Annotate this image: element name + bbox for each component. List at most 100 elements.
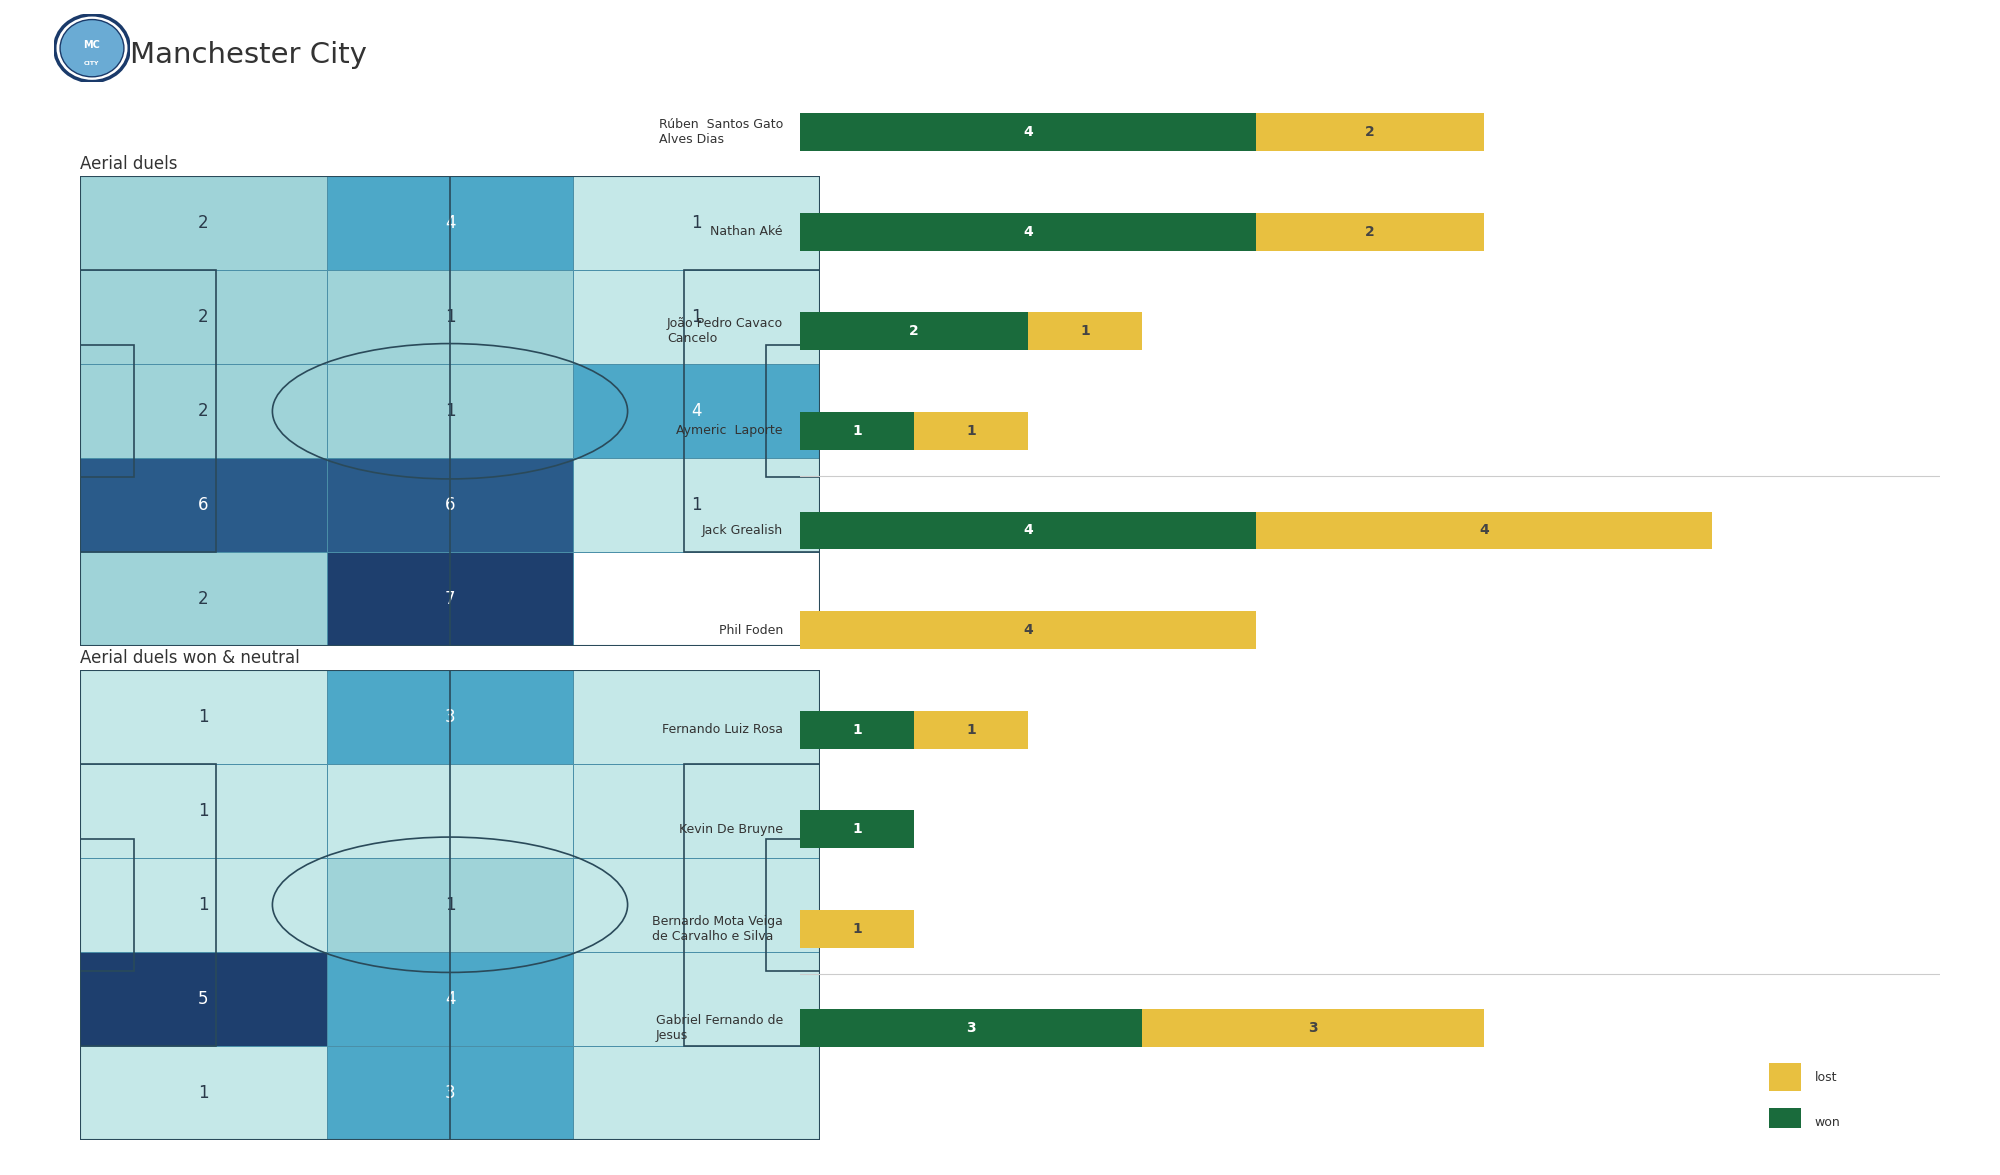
Bar — [800, 412, 914, 450]
Text: 3: 3 — [444, 1083, 456, 1102]
Text: Fernando Luiz Rosa: Fernando Luiz Rosa — [662, 723, 782, 736]
Text: 1: 1 — [692, 308, 702, 327]
Text: 4: 4 — [444, 214, 456, 233]
Text: 1: 1 — [966, 723, 976, 737]
Bar — [766, 839, 820, 971]
Bar — [1028, 313, 1142, 350]
Text: Manchester City: Manchester City — [130, 41, 368, 69]
Bar — [1770, 1108, 1800, 1136]
Bar — [80, 952, 326, 1046]
Text: won: won — [1814, 1115, 1840, 1128]
Text: 1: 1 — [852, 922, 862, 935]
Bar — [684, 764, 820, 1046]
Text: 2: 2 — [198, 590, 208, 609]
Text: 1: 1 — [852, 822, 862, 837]
Bar — [326, 364, 574, 458]
Bar — [326, 270, 574, 364]
Bar — [574, 364, 820, 458]
Text: 4: 4 — [1024, 224, 1032, 239]
Bar — [800, 511, 1256, 550]
Text: 2: 2 — [198, 402, 208, 421]
Bar — [574, 764, 820, 858]
Text: 2: 2 — [910, 324, 918, 338]
Bar — [1256, 113, 1484, 150]
Text: 3: 3 — [444, 707, 456, 726]
Text: Bernardo Mota Veiga
de Carvalho e Silva: Bernardo Mota Veiga de Carvalho e Silva — [652, 915, 782, 942]
Bar — [684, 270, 820, 552]
Text: 1: 1 — [692, 214, 702, 233]
Text: 2: 2 — [198, 308, 208, 327]
Text: 2: 2 — [1366, 224, 1374, 239]
Text: 2: 2 — [1366, 125, 1374, 139]
Bar — [914, 711, 1028, 748]
Bar — [326, 552, 574, 646]
Bar — [326, 670, 574, 764]
Bar — [574, 458, 820, 552]
Bar — [1142, 1009, 1484, 1047]
Text: 4: 4 — [444, 989, 456, 1008]
Bar — [80, 270, 326, 364]
Bar — [800, 811, 914, 848]
Text: Kevin De Bruyne: Kevin De Bruyne — [678, 822, 782, 835]
Bar — [326, 764, 574, 858]
Bar — [800, 1009, 1142, 1047]
Bar — [800, 909, 914, 948]
Bar — [80, 764, 326, 858]
Text: 1: 1 — [1080, 324, 1090, 338]
Bar — [80, 764, 216, 1046]
Text: 1: 1 — [198, 707, 208, 726]
Text: Gabriel Fernando de
Jesus: Gabriel Fernando de Jesus — [656, 1014, 782, 1042]
Bar — [80, 839, 134, 971]
Text: 7: 7 — [444, 590, 456, 609]
Text: Aerial duels: Aerial duels — [80, 155, 178, 173]
Bar — [80, 345, 134, 477]
Bar — [80, 176, 326, 270]
Text: Phil Foden: Phil Foden — [718, 624, 782, 637]
Text: 4: 4 — [1024, 623, 1032, 637]
Bar — [574, 176, 820, 270]
Bar — [574, 670, 820, 764]
Text: 5: 5 — [198, 989, 208, 1008]
Bar — [914, 412, 1028, 450]
Bar — [766, 345, 820, 477]
Text: Aymeric  Laporte: Aymeric Laporte — [676, 424, 782, 437]
Text: CITY: CITY — [84, 61, 100, 66]
Bar — [800, 313, 1028, 350]
Bar — [80, 364, 326, 458]
Text: 4: 4 — [692, 402, 702, 421]
Text: 3: 3 — [966, 1021, 976, 1035]
Text: MC: MC — [84, 40, 100, 49]
Bar — [80, 858, 326, 952]
Text: Jack Grealish: Jack Grealish — [702, 524, 782, 537]
Bar — [326, 176, 574, 270]
Text: 1: 1 — [198, 895, 208, 914]
Bar — [574, 858, 820, 952]
Bar — [800, 611, 1256, 649]
Bar — [1256, 511, 1712, 550]
Bar — [80, 670, 326, 764]
Text: João Pedro Cavaco
Cancelo: João Pedro Cavaco Cancelo — [666, 317, 782, 345]
Text: 1: 1 — [444, 308, 456, 327]
Text: Aerial duels won & neutral: Aerial duels won & neutral — [80, 649, 300, 666]
Text: 1: 1 — [692, 496, 702, 515]
Circle shape — [54, 15, 130, 81]
Bar — [1770, 1063, 1800, 1092]
Bar — [800, 113, 1256, 150]
Bar — [800, 213, 1256, 250]
Text: 1: 1 — [852, 723, 862, 737]
Bar — [1256, 213, 1484, 250]
Bar — [574, 1046, 820, 1140]
Bar — [326, 458, 574, 552]
Text: 4: 4 — [1024, 125, 1032, 139]
Bar — [326, 1046, 574, 1140]
Bar — [326, 858, 574, 952]
Bar — [80, 458, 326, 552]
Text: 1: 1 — [444, 402, 456, 421]
Bar — [574, 552, 820, 646]
Bar — [574, 270, 820, 364]
Text: 1: 1 — [852, 424, 862, 438]
Bar — [574, 952, 820, 1046]
Text: 2: 2 — [198, 214, 208, 233]
Text: Nathan Aké: Nathan Aké — [710, 226, 782, 239]
Text: Rúben  Santos Gato
Alves Dias: Rúben Santos Gato Alves Dias — [658, 118, 782, 146]
